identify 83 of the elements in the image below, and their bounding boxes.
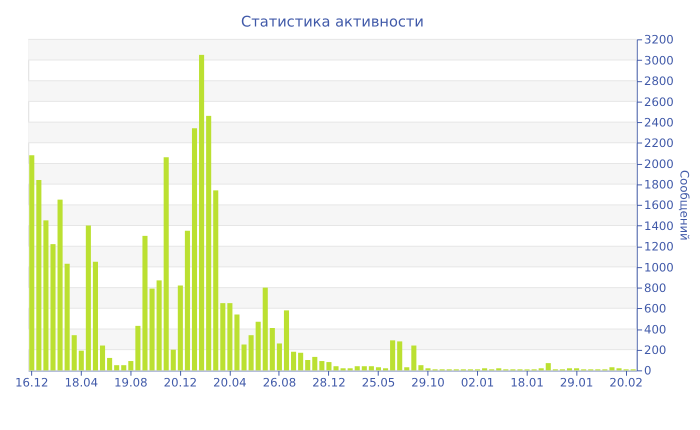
- bar: [376, 367, 382, 370]
- y-tick-label: 3200: [644, 32, 674, 47]
- y-tick-label: 1000: [644, 260, 674, 274]
- bar: [227, 303, 232, 370]
- x-tick-label: 29.01: [560, 375, 594, 390]
- bar: [411, 346, 416, 370]
- bar: [276, 343, 282, 370]
- bar: [92, 262, 98, 370]
- y-tick-label: 0: [644, 364, 652, 378]
- bar: [114, 365, 120, 370]
- bar: [121, 365, 126, 370]
- bar: [326, 362, 332, 370]
- bar: [156, 280, 162, 370]
- bar: [50, 244, 56, 370]
- x-tick-label: 19.08: [114, 375, 148, 390]
- bar: [397, 341, 402, 370]
- bar: [220, 303, 226, 370]
- x-tick-label: 26.08: [262, 375, 296, 390]
- bar: [107, 358, 112, 370]
- bar: [184, 230, 190, 370]
- x-tick-label: 25.05: [362, 375, 396, 390]
- bar: [64, 264, 70, 370]
- bar: [546, 363, 551, 370]
- y-tick-label: 1200: [644, 240, 674, 254]
- x-tick-label: 28.12: [312, 375, 346, 390]
- bar: [135, 326, 140, 370]
- y-tick-label: 2400: [644, 115, 674, 130]
- bar: [58, 200, 63, 370]
- bar: [368, 366, 374, 370]
- bar: [284, 310, 290, 370]
- bar: [213, 190, 218, 370]
- bar: [609, 367, 614, 370]
- bar: [333, 366, 339, 370]
- bar: [86, 226, 91, 370]
- bar: [78, 350, 84, 370]
- y-tick-label: 1400: [644, 218, 674, 233]
- bar: [256, 322, 261, 370]
- y-tick-label: 1600: [644, 198, 674, 212]
- bar: [241, 344, 247, 370]
- bar: [128, 361, 134, 370]
- bar: [354, 366, 360, 370]
- bar: [150, 288, 155, 370]
- x-tick-label: 29.10: [411, 375, 445, 390]
- bar: [270, 328, 275, 370]
- bar: [100, 346, 106, 370]
- x-tick-label: 20.02: [609, 375, 643, 390]
- y-tick-label: 1800: [644, 178, 674, 192]
- x-tick-label: 16.12: [15, 375, 48, 390]
- bar: [234, 314, 240, 370]
- y-tick-label: 3000: [644, 53, 674, 68]
- chart-title: Статистика активности: [241, 14, 424, 31]
- bar: [199, 54, 204, 370]
- y-tick-label: 800: [644, 280, 666, 295]
- bar: [192, 128, 198, 370]
- x-tick-label: 20.12: [164, 375, 198, 390]
- bar: [291, 352, 296, 370]
- bar: [206, 116, 212, 370]
- y-tick-label: 2600: [644, 94, 674, 109]
- x-tick-label: 18.01: [510, 375, 544, 390]
- bar: [72, 335, 77, 370]
- y-tick-label: 2200: [644, 136, 674, 150]
- bar: [362, 366, 367, 370]
- y-axis-title: Сообщений: [678, 170, 692, 241]
- y-tick-label: 200: [644, 343, 666, 358]
- y-tick-label: 2000: [644, 156, 674, 171]
- x-tick-label: 20.04: [213, 375, 247, 390]
- bar: [43, 220, 48, 370]
- bar: [142, 236, 148, 370]
- y-tick-label: 2800: [644, 74, 674, 88]
- bar: [262, 288, 268, 370]
- bar: [298, 352, 304, 370]
- bar: [248, 335, 254, 370]
- bar: [404, 367, 410, 370]
- bar: [390, 340, 396, 370]
- bar: [418, 365, 424, 370]
- bar: [319, 361, 324, 370]
- y-tick-label: 600: [644, 302, 666, 316]
- y-tick-label: 400: [644, 322, 666, 336]
- x-tick-label: 18.04: [64, 375, 98, 390]
- x-tick-label: 02.01: [460, 375, 494, 390]
- bar: [36, 180, 42, 370]
- bar: [29, 155, 34, 370]
- bar: [178, 286, 183, 370]
